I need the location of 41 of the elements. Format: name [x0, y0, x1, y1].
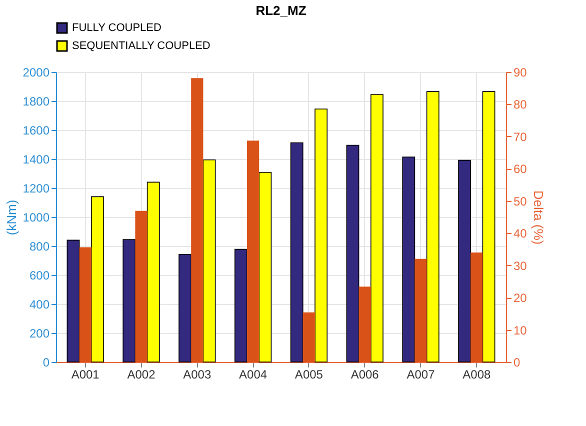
y2-axis-title: Delta (%) [530, 190, 546, 245]
bar [370, 94, 384, 362]
x-tick-label: A002 [127, 368, 156, 382]
y2-tick-label: 0 [514, 356, 520, 370]
y-tick-label: 1200 [22, 182, 50, 196]
bar [290, 142, 304, 362]
y2-tick-label: 60 [514, 162, 528, 176]
y-tick-label: 800 [29, 240, 50, 254]
y-tick-label: 1600 [22, 124, 50, 138]
x-tick-label: A005 [294, 368, 324, 382]
y2-tick-label: 40 [514, 226, 528, 241]
y2-tick-label: 30 [514, 258, 528, 273]
y-tick-label: 400 [29, 298, 50, 312]
bar [346, 144, 360, 362]
y-tick-label: 2000 [22, 66, 50, 80]
y-tick-label: 200 [29, 326, 50, 340]
y2-tick-label: 80 [514, 98, 528, 112]
y2-tick-label: 90 [514, 66, 528, 80]
y2-tick-label: 70 [514, 130, 528, 144]
y-tick-label: 600 [29, 268, 50, 282]
bar [426, 91, 440, 362]
y-axis-title: (kNm) [4, 200, 19, 236]
chart-title: RL2_MZ [256, 3, 306, 18]
x-tick-label: A007 [406, 368, 436, 382]
x-tick-label: A006 [350, 368, 380, 382]
x-tick-label: A003 [183, 368, 212, 382]
y2-tick-label: 50 [514, 194, 528, 208]
y2-tick-label: 20 [514, 291, 528, 306]
y-tick-label: 1800 [22, 94, 50, 108]
bar [314, 108, 328, 362]
legend-label: SEQUENTIALLY COUPLED [72, 40, 210, 52]
bar [482, 91, 496, 362]
legend-label: FULLY COUPLED [72, 22, 162, 34]
x-tick-label: A008 [462, 368, 491, 382]
x-tick-label: A004 [239, 368, 268, 382]
y-tick-label: 0 [42, 356, 50, 370]
bar [302, 312, 316, 362]
y-tick-label: 1400 [22, 152, 50, 166]
x-tick-label: A001 [71, 368, 100, 382]
y2-tick-label: 10 [514, 323, 528, 338]
y-tick-label: 1000 [22, 210, 50, 224]
